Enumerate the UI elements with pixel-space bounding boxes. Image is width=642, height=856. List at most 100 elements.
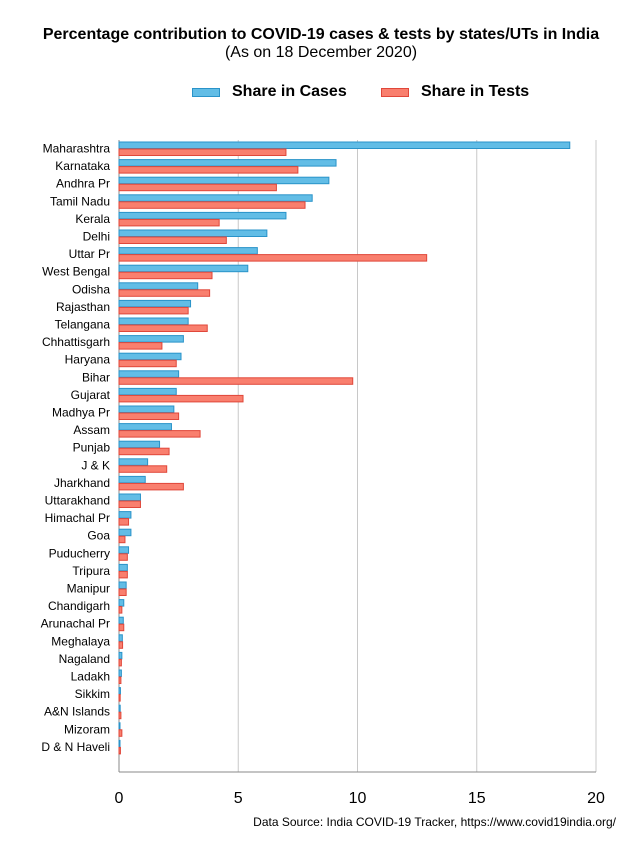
bar-cases-5 <box>118 229 268 237</box>
bar-cases-27 <box>118 616 124 625</box>
bar-cases-32 <box>118 704 121 713</box>
bar-cases-16 <box>118 423 172 431</box>
bar-tests-6 <box>118 254 428 262</box>
bar-tests-34 <box>118 746 121 755</box>
category-label-5: Delhi <box>83 230 110 244</box>
x-tick-label-0: 0 <box>115 790 124 807</box>
legend: Share in Cases Share in Tests <box>0 83 642 103</box>
bar-cases-19 <box>118 475 146 484</box>
legend-label-cases: Share in Cases <box>232 83 347 100</box>
x-tick-label-1: 5 <box>234 790 243 807</box>
bar-tests-32 <box>118 711 122 720</box>
bar-tests-2 <box>118 183 277 192</box>
chart-title: Percentage contribution to COVID-19 case… <box>42 26 600 43</box>
category-label-12: Haryana <box>65 353 111 367</box>
bar-cases-13 <box>118 370 180 378</box>
category-label-22: Goa <box>87 529 110 543</box>
x-tick-label-4: 20 <box>587 790 605 807</box>
bar-cases-18 <box>118 458 149 466</box>
category-label-21: Himachal Pr <box>45 511 110 525</box>
bar-cases-30 <box>118 669 122 677</box>
bar-cases-7 <box>118 264 249 273</box>
bar-tests-19 <box>118 482 184 491</box>
bar-cases-11 <box>118 335 184 343</box>
category-label-29: Nagaland <box>59 652 110 666</box>
bar-tests-20 <box>118 500 141 508</box>
bar-cases-3 <box>118 194 313 202</box>
bar-tests-3 <box>118 201 306 209</box>
category-label-13: Bihar <box>82 370 110 384</box>
bar-cases-8 <box>118 282 199 290</box>
bar-tests-1 <box>118 166 299 174</box>
category-label-17: Punjab <box>73 441 111 455</box>
chart-subtitle: (As on 18 December 2020) <box>224 44 418 61</box>
category-label-28: Meghalaya <box>51 634 110 648</box>
bar-cases-4 <box>118 211 287 220</box>
category-label-23: Puducherry <box>49 546 110 560</box>
category-label-15: Madhya Pr <box>52 406 110 420</box>
category-label-10: Telangana <box>55 318 111 332</box>
bar-cases-14 <box>118 387 177 396</box>
bar-tests-5 <box>118 236 227 244</box>
bar-cases-33 <box>118 722 121 730</box>
bar-cases-20 <box>118 493 141 501</box>
legend-label-tests: Share in Tests <box>421 83 530 100</box>
bar-cases-12 <box>118 352 182 361</box>
bar-cases-1 <box>118 159 337 167</box>
category-label-34: D & N Haveli <box>41 740 110 754</box>
category-label-2: Andhra Pr <box>56 177 110 191</box>
bar-cases-28 <box>118 634 123 642</box>
category-label-30: Ladakh <box>71 670 110 684</box>
bar-tests-14 <box>118 394 244 403</box>
category-label-20: Uttarakhand <box>45 494 110 508</box>
bar-cases-29 <box>118 651 123 660</box>
bar-tests-31 <box>118 694 121 702</box>
bar-tests-28 <box>118 641 124 649</box>
bar-tests-23 <box>118 553 128 561</box>
category-label-32: A&N Islands <box>44 705 110 719</box>
bar-cases-21 <box>118 511 132 519</box>
bar-tests-4 <box>118 218 220 227</box>
bar-cases-15 <box>118 405 175 413</box>
category-label-14: Gujarat <box>71 388 111 402</box>
category-label-6: Uttar Pr <box>69 247 110 261</box>
bar-tests-30 <box>118 676 122 684</box>
legend-item-cases: Share in Cases <box>192 83 347 101</box>
bar-tests-17 <box>118 447 170 456</box>
category-label-11: Chhattisgarh <box>42 335 110 349</box>
bar-tests-16 <box>118 430 201 438</box>
category-label-16: Assam <box>73 423 110 437</box>
bar-cases-25 <box>118 581 127 589</box>
category-label-27: Arunachal Pr <box>41 617 110 631</box>
bar-cases-34 <box>118 739 121 748</box>
data-source: Data Source: India COVID-19 Tracker, htt… <box>253 815 616 829</box>
category-label-33: Mizoram <box>64 722 110 736</box>
x-tick-label-3: 15 <box>468 790 486 807</box>
bar-tests-25 <box>118 588 127 596</box>
bar-cases-10 <box>118 317 189 325</box>
category-label-4: Kerala <box>75 212 110 226</box>
bar-tests-8 <box>118 289 211 297</box>
bar-tests-22 <box>118 535 126 544</box>
bar-cases-24 <box>118 563 128 572</box>
bar-tests-27 <box>118 623 125 632</box>
bar-cases-6 <box>118 247 258 255</box>
bar-cases-22 <box>118 528 132 537</box>
category-label-18: J & K <box>81 458 110 472</box>
category-label-9: Rajasthan <box>56 300 110 314</box>
bar-tests-21 <box>118 518 130 526</box>
bar-cases-0 <box>118 141 571 149</box>
category-label-7: West Bengal <box>42 265 110 279</box>
category-label-8: Odisha <box>72 282 110 296</box>
bar-cases-26 <box>118 599 125 607</box>
category-label-24: Tripura <box>72 564 110 578</box>
category-label-0: Maharashtra <box>43 142 111 156</box>
category-label-1: Karnataka <box>55 159 110 173</box>
x-tick-label-2: 10 <box>349 790 367 807</box>
bar-cases-17 <box>118 440 161 449</box>
bar-tests-7 <box>118 271 213 280</box>
bar-cases-2 <box>118 176 330 185</box>
category-label-19: Jharkhand <box>54 476 110 490</box>
